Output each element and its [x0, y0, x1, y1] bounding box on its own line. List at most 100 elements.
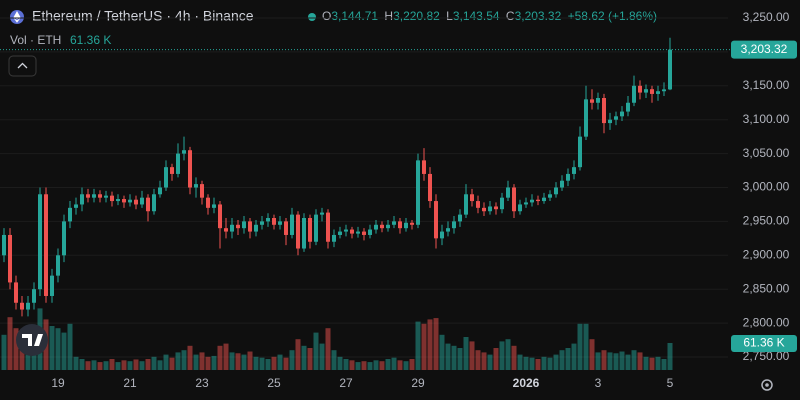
candle-body	[44, 194, 48, 296]
candle-body	[530, 199, 534, 203]
volume-bar	[643, 356, 649, 370]
candle-body	[176, 153, 180, 174]
volume-bar	[463, 336, 469, 370]
volume-bar	[487, 354, 493, 370]
x-tick-label: 25	[267, 376, 281, 390]
volume-bar	[217, 345, 223, 370]
volume-bar	[295, 339, 301, 370]
candle-body	[32, 289, 36, 303]
volume-bar	[1, 334, 7, 370]
last-volume-box	[731, 335, 797, 352]
volume-bar	[313, 332, 319, 370]
candle-body	[158, 187, 162, 195]
candle-body	[524, 202, 528, 205]
candle-body	[470, 194, 474, 202]
candle-body	[200, 184, 204, 198]
candle-body	[380, 224, 384, 229]
candle-body	[170, 167, 174, 174]
volume-bar	[553, 354, 559, 370]
volume-bar	[301, 345, 307, 370]
candle-body	[656, 91, 660, 94]
volume-bar	[535, 358, 541, 370]
x-tick-label: 5	[667, 376, 674, 390]
candle-body	[668, 49, 672, 90]
candle-body	[422, 160, 426, 174]
candle-body	[338, 231, 342, 235]
volume-bar	[571, 343, 577, 370]
candle-body	[242, 221, 246, 229]
volume-value: 61.36 K	[70, 33, 111, 47]
volume-bar	[7, 317, 13, 370]
candle-body	[2, 234, 6, 256]
volume-bar	[589, 339, 595, 370]
y-tick-label: 2,900.00	[743, 247, 790, 261]
candle-body	[566, 173, 570, 181]
volume-bar	[517, 354, 523, 370]
x-tick-label: 29	[411, 376, 425, 390]
volume-bar	[379, 361, 385, 370]
candle-body	[398, 221, 402, 229]
candle-body	[320, 212, 324, 215]
candle-body	[122, 199, 126, 203]
candle-body	[572, 167, 576, 174]
candle-body	[134, 199, 138, 205]
candle-body	[332, 234, 336, 242]
volume-bar	[289, 350, 295, 370]
volume-bar	[577, 323, 583, 370]
plot: 2,750.00 2,800.00 2,850.00 2,900.00 2,950.00…	[0, 10, 797, 390]
volume-bar	[439, 334, 445, 370]
volume-bar	[349, 360, 355, 370]
candle-body	[62, 221, 66, 256]
volume-bar	[367, 362, 373, 370]
volume-bar	[265, 358, 271, 370]
x-tick-label: 27	[339, 376, 353, 390]
candle-body	[86, 194, 90, 198]
candle-body	[272, 218, 276, 225]
volume-bar	[625, 354, 631, 370]
y-tick-label: 3,250.00	[743, 10, 790, 24]
volume-bar	[499, 341, 505, 370]
volume-bar	[547, 357, 553, 370]
volume-bar	[565, 347, 571, 370]
candle-body	[476, 201, 480, 208]
volume-bar	[505, 339, 511, 370]
volume-bar	[493, 347, 499, 370]
candle-body	[26, 302, 30, 310]
volume-bar	[205, 356, 211, 370]
volume-bar	[433, 318, 439, 370]
volume-bar	[181, 350, 187, 370]
ohlc-key: O	[322, 9, 331, 23]
candle-body	[188, 150, 192, 188]
volume-bar	[451, 345, 457, 370]
candle-body	[434, 201, 438, 239]
ohlc-key: H	[384, 9, 393, 23]
candle-body	[410, 222, 414, 225]
volume-bar	[661, 358, 667, 370]
volume-bar	[259, 357, 265, 370]
settings-icon[interactable]	[761, 379, 773, 391]
ohlc-value: 3,203.32	[515, 9, 562, 23]
volume-bar	[109, 358, 115, 370]
collapse-button[interactable]	[8, 55, 37, 77]
candle-body	[182, 150, 186, 154]
candle-body	[386, 224, 390, 229]
candle-body	[644, 89, 648, 93]
candle-body	[290, 214, 294, 235]
candle-body	[92, 194, 96, 198]
x-tick-label: 19	[51, 376, 65, 390]
symbol-title: Ethereum / TetherUS · 4h · Binance	[32, 8, 254, 24]
candle-body	[308, 218, 312, 242]
candle-body	[596, 98, 600, 103]
volume-bar	[307, 347, 313, 370]
candle-body	[500, 197, 504, 210]
candle-body	[404, 222, 408, 229]
candle-body	[446, 228, 450, 232]
candle-body	[626, 102, 630, 112]
volume-bar	[469, 341, 475, 370]
candle-body	[590, 99, 594, 103]
candle-body	[356, 231, 360, 234]
volume-bar	[475, 350, 481, 370]
volume-bar	[103, 361, 109, 370]
volume-bar	[637, 352, 643, 370]
